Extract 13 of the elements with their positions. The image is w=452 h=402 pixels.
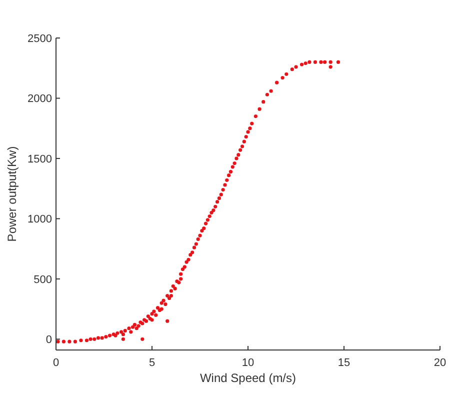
x-tick-label: 20	[434, 357, 446, 369]
y-axis-title: Power output(Kw)	[5, 146, 19, 242]
y-tick-label: 2000	[28, 93, 52, 106]
y-tick-label: 1000	[28, 214, 52, 226]
x-tick-label: 15	[338, 357, 350, 369]
x-tick-label: 0	[52, 357, 60, 369]
x-tick-label: 5	[148, 357, 156, 369]
y-tick-label: 0	[46, 334, 52, 346]
x-axis-title: Wind Speed (m/s)	[200, 371, 296, 385]
x-tick-label: 10	[242, 357, 254, 369]
y-tick-label: 2500	[28, 32, 52, 45]
y-tick-label: 500	[34, 274, 52, 286]
y-tick-label: 1500	[28, 153, 52, 166]
